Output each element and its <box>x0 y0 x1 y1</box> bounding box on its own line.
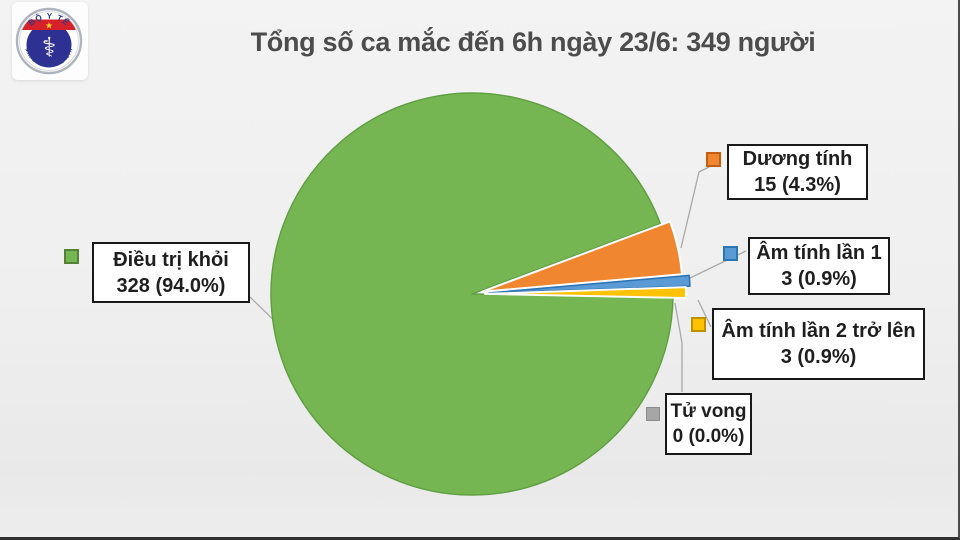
callout-label: Dương tính <box>742 148 853 170</box>
callout-dieu-tri-khoi: Điều trị khỏi 328 (94.0%) <box>92 242 250 303</box>
callout-am-tinh-lan-2: Âm tính lần 2 trở lên 3 (0.9%) <box>712 308 925 380</box>
pie-slice-dieu-tri-khoi <box>270 92 674 496</box>
legend-marker-dieu-tri-khoi <box>64 249 79 264</box>
legend-marker-am-tinh-lan-2 <box>691 317 706 332</box>
pie-slice-am-tinh-lan-2 <box>484 286 688 299</box>
callout-label: Âm tính lần 2 trở lên <box>721 320 916 342</box>
moh-emblem-icon: ★ ⚕ BỘ Y TẾ MINISTRY OF HEALTH <box>15 7 83 75</box>
moh-logo: ★ ⚕ BỘ Y TẾ MINISTRY OF HEALTH <box>12 2 88 80</box>
callout-label: Điều trị khỏi <box>113 248 229 271</box>
callout-duong-tinh: Dương tính 15 (4.3%) <box>727 144 868 200</box>
callout-value: 3 (0.9%) <box>781 268 857 290</box>
callout-value: 3 (0.9%) <box>780 346 857 368</box>
callout-value: 328 (94.0%) <box>116 274 226 297</box>
legend-marker-duong-tinh <box>706 152 721 167</box>
legend-marker-am-tinh-lan-1 <box>723 246 738 261</box>
pie-slice-duong-tinh <box>480 220 683 293</box>
leader-line-duong-tinh <box>680 165 712 249</box>
staff-of-aesculapius-icon: ⚕ <box>42 33 57 64</box>
leader-line-am-tinh-lan-2 <box>697 299 712 328</box>
emblem-red-band <box>20 19 78 30</box>
callout-value: 0 (0.0%) <box>672 426 745 447</box>
callout-label: Âm tính lần 1 <box>756 242 882 264</box>
star-icon: ★ <box>45 21 53 31</box>
emblem-inner-ring <box>19 11 79 71</box>
legend-marker-tu-vong <box>646 407 660 421</box>
emblem-disk <box>26 22 72 68</box>
callout-tu-vong: Tử vong 0 (0.0%) <box>665 393 752 455</box>
leader-line-tu-vong <box>674 302 683 392</box>
callout-am-tinh-lan-1: Âm tính lần 1 3 (0.9%) <box>748 237 890 295</box>
callout-value: 15 (4.3%) <box>754 174 841 196</box>
callout-label: Tử vong <box>670 401 747 422</box>
pie-slice-am-tinh-lan-1 <box>488 274 691 294</box>
chart-title: Tổng số ca mắc đến 6h ngày 23/6: 349 ngư… <box>250 27 816 57</box>
